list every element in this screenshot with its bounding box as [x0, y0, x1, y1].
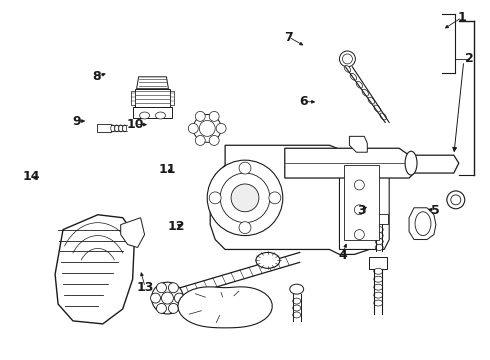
Ellipse shape	[374, 268, 383, 274]
Text: 14: 14	[23, 170, 40, 183]
Bar	[369, 257, 387, 269]
Circle shape	[354, 180, 365, 190]
Circle shape	[354, 205, 365, 215]
Circle shape	[231, 184, 259, 212]
Text: 10: 10	[126, 118, 144, 131]
Circle shape	[156, 303, 167, 313]
Circle shape	[343, 54, 352, 64]
Ellipse shape	[380, 113, 387, 120]
Text: 9: 9	[73, 114, 81, 127]
Circle shape	[239, 162, 251, 174]
Circle shape	[150, 293, 161, 303]
Ellipse shape	[374, 292, 383, 298]
Ellipse shape	[290, 284, 304, 294]
Polygon shape	[171, 91, 174, 105]
Polygon shape	[137, 77, 169, 89]
Polygon shape	[121, 218, 145, 247]
Circle shape	[209, 135, 219, 145]
Ellipse shape	[293, 312, 301, 318]
Ellipse shape	[368, 97, 374, 104]
Ellipse shape	[293, 298, 301, 304]
Bar	[344, 165, 379, 239]
Ellipse shape	[122, 125, 127, 132]
Circle shape	[188, 123, 198, 133]
Text: 7: 7	[285, 31, 293, 44]
Circle shape	[216, 123, 226, 133]
Polygon shape	[409, 155, 459, 173]
Polygon shape	[55, 215, 135, 324]
Circle shape	[196, 135, 205, 145]
Text: 6: 6	[299, 95, 308, 108]
Circle shape	[209, 192, 221, 204]
Ellipse shape	[111, 125, 115, 132]
Circle shape	[220, 173, 270, 223]
Ellipse shape	[375, 227, 383, 233]
Circle shape	[209, 111, 219, 121]
Circle shape	[162, 292, 173, 304]
Ellipse shape	[375, 239, 383, 244]
Polygon shape	[133, 107, 172, 118]
Circle shape	[447, 191, 465, 209]
Ellipse shape	[119, 125, 122, 132]
Polygon shape	[409, 208, 436, 239]
Ellipse shape	[405, 151, 417, 175]
Circle shape	[151, 282, 183, 314]
Circle shape	[340, 51, 355, 67]
Polygon shape	[210, 145, 384, 255]
Polygon shape	[178, 287, 272, 328]
Polygon shape	[97, 125, 111, 132]
Bar	[370, 214, 388, 224]
Polygon shape	[340, 155, 389, 249]
Ellipse shape	[256, 252, 280, 268]
Circle shape	[207, 160, 283, 235]
Ellipse shape	[362, 89, 368, 96]
Polygon shape	[135, 89, 171, 107]
Polygon shape	[349, 136, 368, 152]
Circle shape	[193, 114, 221, 142]
Circle shape	[354, 230, 365, 239]
Ellipse shape	[140, 112, 149, 119]
Circle shape	[269, 192, 281, 204]
Circle shape	[196, 111, 205, 121]
Circle shape	[174, 293, 184, 303]
Ellipse shape	[415, 212, 431, 235]
Text: 12: 12	[168, 220, 186, 233]
Circle shape	[199, 121, 215, 136]
Ellipse shape	[375, 233, 383, 239]
Text: 1: 1	[458, 11, 466, 24]
Text: 5: 5	[431, 204, 440, 217]
Polygon shape	[131, 91, 135, 105]
Ellipse shape	[356, 81, 363, 88]
Ellipse shape	[155, 112, 166, 119]
Circle shape	[451, 195, 461, 205]
Ellipse shape	[374, 276, 383, 282]
Circle shape	[156, 283, 167, 293]
Circle shape	[169, 303, 178, 313]
Ellipse shape	[115, 125, 119, 132]
Circle shape	[239, 222, 251, 234]
Polygon shape	[285, 148, 414, 178]
Ellipse shape	[344, 66, 351, 72]
Ellipse shape	[293, 305, 301, 311]
Ellipse shape	[375, 244, 383, 251]
Text: 2: 2	[465, 52, 473, 65]
Text: 13: 13	[136, 281, 154, 294]
Ellipse shape	[374, 300, 383, 306]
Circle shape	[169, 283, 178, 293]
Text: 11: 11	[158, 163, 176, 176]
Text: 8: 8	[92, 70, 101, 83]
Ellipse shape	[374, 105, 380, 112]
Ellipse shape	[350, 73, 357, 80]
Text: 3: 3	[358, 204, 366, 217]
Text: 4: 4	[338, 248, 347, 261]
Ellipse shape	[374, 284, 383, 290]
